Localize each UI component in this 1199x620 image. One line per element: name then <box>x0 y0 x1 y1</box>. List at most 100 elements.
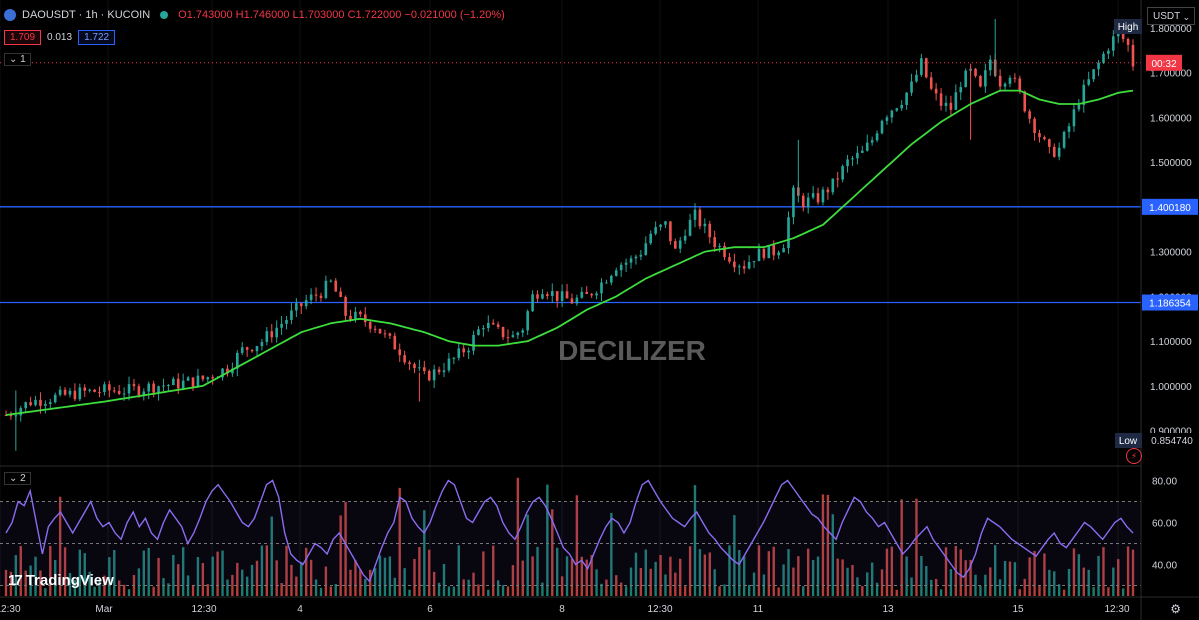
volume-bar <box>851 565 854 596</box>
volume-bar <box>895 589 898 596</box>
time-axis[interactable]: 12:30 Mar 12:30 4 6 8 12:30 11 13 15 12:30 <box>0 604 1130 615</box>
rsi-axis[interactable]: 80.00 60.00 40.00 <box>1152 477 1177 572</box>
low-value-tag <box>1143 433 1198 448</box>
candle-body <box>703 223 707 227</box>
gear-icon[interactable]: ⚙ <box>1170 602 1181 616</box>
candle-body <box>595 293 598 296</box>
volume-bar <box>349 569 352 596</box>
candle-body <box>708 223 712 238</box>
volume-bar <box>930 579 933 596</box>
volume-bar <box>1033 550 1036 596</box>
pane2-collapse-button[interactable]: ⌄ 2 <box>4 472 31 485</box>
volume-bar <box>324 566 328 596</box>
candle-body <box>1013 77 1017 79</box>
volume-bar <box>413 558 416 596</box>
candle-body <box>580 291 584 298</box>
volume-bar <box>157 557 160 596</box>
volume-bar <box>949 569 953 596</box>
candle-body <box>78 387 82 400</box>
candle-body <box>265 331 269 342</box>
volume-bar <box>1117 559 1120 596</box>
candle-body <box>19 408 23 416</box>
tradingview-logo[interactable]: 17 TradingView <box>8 572 114 589</box>
quote-chips: 1.709 0.013 1.722 <box>4 30 116 45</box>
rsi-tick-label: 80.00 <box>1152 477 1177 488</box>
volume-bar <box>226 579 229 596</box>
candle-body <box>117 391 121 394</box>
volume-bar <box>802 586 805 596</box>
volume-bar <box>600 583 603 596</box>
volume-bar <box>29 565 32 596</box>
candle-body <box>162 385 165 387</box>
volume-bar <box>241 569 244 596</box>
volume-bar <box>511 565 515 596</box>
candle-body <box>34 399 37 406</box>
volume-bar <box>905 556 908 596</box>
candle-body <box>270 331 274 338</box>
candle-body <box>762 248 766 259</box>
volume-bar <box>521 560 524 596</box>
volume-bar <box>437 582 441 596</box>
volume-bar <box>73 580 77 596</box>
candle-body <box>723 245 726 258</box>
volume-bar <box>1013 562 1017 596</box>
candle-body <box>73 390 77 400</box>
candle-body <box>895 108 899 111</box>
candle-body <box>127 384 131 394</box>
candle-body <box>1038 133 1041 138</box>
candle-body <box>1052 146 1056 157</box>
volume-bar <box>1082 567 1085 596</box>
chevron-down-icon: ⌄ <box>1182 12 1190 22</box>
candle-body <box>152 383 155 393</box>
volume-bar <box>482 551 485 596</box>
candle-body <box>398 349 402 356</box>
candle-body <box>614 270 618 276</box>
volume-bar <box>934 578 938 596</box>
pane1-collapse-button[interactable]: ⌄ 1 <box>4 53 31 66</box>
candle-body <box>905 92 908 105</box>
volume-bar <box>925 566 928 596</box>
volume-bar <box>644 549 647 596</box>
candle-body <box>856 152 859 159</box>
candle-body <box>575 297 579 304</box>
volume-bar <box>122 584 126 596</box>
candle-body <box>413 364 416 369</box>
currency-select[interactable]: USDT ⌄ <box>1147 7 1195 25</box>
candle-body <box>48 402 52 404</box>
volume-bar <box>969 559 972 596</box>
symbol-title[interactable]: DAOUSDT · 1h · KUCOIN <box>22 9 151 21</box>
candle-body <box>998 75 1002 87</box>
candle-body <box>767 244 771 259</box>
candle-body <box>737 266 741 268</box>
volume-bar <box>555 547 559 596</box>
candle-body <box>728 257 731 262</box>
price-labels: 1.400180 1.186354 00:32 High Low 0.854740 <box>1114 19 1198 448</box>
candle-body <box>226 368 229 374</box>
candle-body <box>934 88 938 94</box>
horizontal-lines <box>0 62 1141 304</box>
candle-body <box>974 68 977 76</box>
candle-body <box>88 389 91 391</box>
candle-body <box>260 341 264 347</box>
candle-body <box>772 244 776 256</box>
bid-button[interactable]: 1.709 <box>4 30 42 45</box>
candle-body <box>442 370 446 373</box>
ask-button[interactable]: 1.722 <box>78 30 116 45</box>
volume-bar <box>364 579 367 596</box>
candle-body <box>437 369 441 373</box>
volume-bar <box>713 569 716 596</box>
candle-body <box>176 378 180 389</box>
candle-body <box>787 217 790 249</box>
candle-body <box>1033 118 1036 134</box>
volume-bar <box>236 562 239 596</box>
volume-bar <box>260 545 264 596</box>
candle-body <box>93 389 96 392</box>
volume-bar <box>398 487 401 596</box>
candle-body <box>674 241 677 249</box>
volume-bar <box>245 576 249 596</box>
lightning-icon[interactable]: ⚡ <box>1126 448 1142 464</box>
candle-body <box>275 327 278 338</box>
candle-body <box>570 298 574 304</box>
volume-bar <box>452 586 456 596</box>
